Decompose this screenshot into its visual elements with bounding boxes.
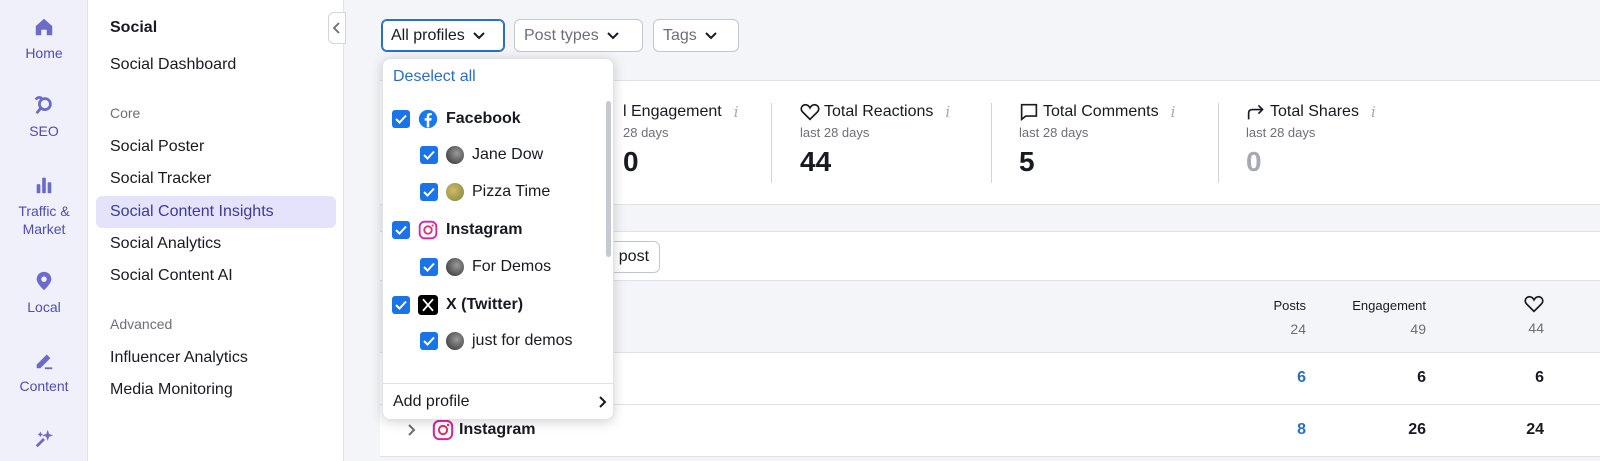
option-for-demos[interactable]: For Demos: [420, 258, 551, 276]
rail-content[interactable]: Content: [0, 349, 88, 395]
checkbox[interactable]: [420, 258, 438, 276]
metric-total-shares: Total Shares i last 28 days 0: [1246, 103, 1376, 177]
option-jane-dow[interactable]: Jane Dow: [420, 146, 543, 164]
check-icon: [423, 187, 435, 197]
nav-title: Social: [110, 19, 158, 36]
pen-icon: [36, 354, 53, 370]
rail-seo[interactable]: SEO: [0, 94, 88, 140]
checkbox[interactable]: [392, 221, 410, 239]
checkbox[interactable]: [392, 110, 410, 128]
avatar: [446, 332, 464, 350]
secondary-nav: Social Social Dashboard Core Social Post…: [88, 0, 344, 461]
cell-posts[interactable]: 8: [1297, 421, 1306, 438]
option-just-for-demos[interactable]: just for demos: [420, 332, 572, 350]
nav-section-advanced: Advanced: [110, 316, 173, 332]
nav-social-content-insights[interactable]: Social Content Insights: [110, 203, 274, 220]
divider: [771, 103, 772, 183]
nav-social-analytics[interactable]: Social Analytics: [110, 235, 222, 252]
home-icon: [35, 18, 53, 36]
instagram-icon: [418, 220, 438, 240]
cell-engagement: 26: [1408, 421, 1426, 438]
option-pizza-time[interactable]: Pizza Time: [420, 183, 550, 201]
check-icon: [395, 225, 407, 235]
check-icon: [395, 300, 407, 310]
info-icon[interactable]: i: [945, 103, 951, 121]
check-icon: [423, 336, 435, 346]
check-icon: [395, 114, 407, 124]
col-reactions[interactable]: 44: [1524, 295, 1544, 336]
profiles-dropdown: Deselect all Facebook Jane Dow Pizza Tim…: [382, 58, 614, 420]
info-icon[interactable]: i: [733, 103, 739, 121]
option-x-twitter[interactable]: X (Twitter): [392, 295, 523, 315]
rail-home[interactable]: Home: [0, 16, 88, 62]
metric-total-reactions: Total Reactions i last 28 days 44: [800, 103, 951, 177]
cell-reactions: 24: [1526, 421, 1544, 438]
rail-local[interactable]: Local: [0, 270, 88, 316]
checkbox[interactable]: [420, 146, 438, 164]
row-network-name: Instagram: [459, 421, 536, 438]
deselect-all-link[interactable]: Deselect all: [393, 68, 476, 85]
nav-social-dashboard[interactable]: Social Dashboard: [110, 56, 237, 73]
cell-engagement: 6: [1417, 369, 1426, 386]
x-icon: [418, 295, 438, 315]
divider: [383, 383, 613, 384]
collapse-nav-button[interactable]: [328, 12, 346, 44]
info-icon[interactable]: i: [1170, 103, 1176, 121]
rail-ai[interactable]: [0, 428, 88, 456]
chevron-right-icon[interactable]: [408, 424, 416, 436]
col-engagement[interactable]: Engagement 49: [1352, 298, 1426, 337]
checkbox[interactable]: [420, 183, 438, 201]
check-icon: [423, 262, 435, 272]
cell-posts[interactable]: 6: [1297, 369, 1306, 386]
avatar: [446, 258, 464, 276]
metric-total-engagement: l Engagement i 28 days 0: [623, 103, 739, 177]
nav-social-poster[interactable]: Social Poster: [110, 138, 205, 155]
comment-icon: [1020, 103, 1038, 121]
bar-chart-icon: [36, 177, 52, 194]
metric-total-comments: Total Comments i last 28 days 5: [1019, 103, 1176, 177]
chevron-left-icon: [332, 22, 340, 34]
map-pin-icon: [36, 271, 52, 291]
rail-traffic[interactable]: Traffic & Market: [0, 174, 88, 238]
chevron-right-icon: [599, 396, 607, 408]
heart-icon: [1524, 295, 1544, 313]
checkbox[interactable]: [392, 296, 410, 314]
nav-influencer-analytics[interactable]: Influencer Analytics: [110, 349, 248, 366]
nav-media-monitoring[interactable]: Media Monitoring: [110, 381, 233, 398]
cell-reactions: 6: [1535, 369, 1544, 386]
divider: [991, 103, 992, 183]
nav-social-content-ai[interactable]: Social Content AI: [110, 267, 233, 284]
avatar: [446, 146, 464, 164]
post-types-filter[interactable]: Post types: [514, 19, 643, 52]
sparkle-icon: [35, 429, 54, 448]
info-icon[interactable]: i: [1370, 103, 1376, 121]
chevron-down-icon: [606, 31, 619, 39]
share-icon: [1247, 104, 1264, 120]
nav-social-tracker[interactable]: Social Tracker: [110, 170, 212, 187]
chevron-down-icon: [705, 31, 717, 39]
col-posts[interactable]: Posts 24: [1273, 298, 1306, 337]
option-instagram[interactable]: Instagram: [392, 220, 522, 240]
facebook-icon: [418, 109, 438, 129]
chevron-down-icon: [473, 31, 485, 39]
profiles-filter[interactable]: All profiles: [381, 19, 505, 52]
divider: [1218, 103, 1219, 183]
heart-icon: [800, 103, 820, 121]
left-rail: Home SEO Traffic & Market Local Content: [0, 0, 88, 461]
dropdown-scrollbar[interactable]: [606, 101, 611, 257]
checkbox[interactable]: [420, 332, 438, 350]
avatar: [446, 183, 464, 201]
seo-icon: [34, 96, 52, 115]
add-profile-button[interactable]: Add profile: [393, 393, 607, 411]
check-icon: [423, 150, 435, 160]
tags-filter[interactable]: Tags: [653, 19, 739, 52]
option-facebook[interactable]: Facebook: [392, 109, 521, 129]
instagram-icon: [432, 419, 454, 441]
nav-section-core: Core: [110, 105, 141, 121]
nav-active-highlight: [96, 196, 336, 228]
